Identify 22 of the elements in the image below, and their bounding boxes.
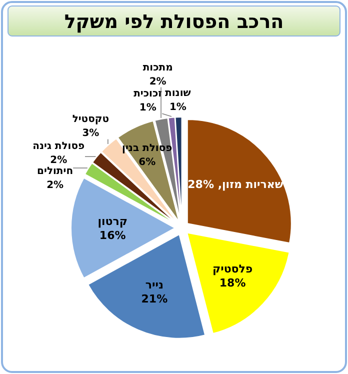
slice-label: זכוכית [134, 88, 162, 100]
slice-label: מתכות [142, 62, 173, 74]
slice-label: פלסטיק [212, 262, 253, 276]
slice-label: שאריות מזון [222, 178, 284, 191]
slice-label: טקסטיל [72, 114, 110, 126]
slice-label: נייר [145, 278, 164, 292]
data-label: 3% [82, 128, 100, 140]
slice-label: קרטון [98, 215, 128, 228]
slice-label: חיתולים [37, 166, 74, 177]
data-label: , 28% [188, 178, 222, 191]
slice-label: שונות [165, 88, 192, 100]
chart-title: הרכב הפסולת לפי משקל [64, 11, 284, 33]
data-label: 18% [219, 276, 246, 290]
data-label: 6% [138, 156, 156, 168]
data-label: 1% [169, 102, 186, 114]
data-label: 2% [50, 154, 68, 166]
data-label: 2% [149, 76, 166, 88]
data-label: 2% [46, 180, 64, 191]
slice-label: פסולת גינה [32, 140, 86, 152]
data-label: 21% [141, 292, 168, 306]
data-label: 16% [99, 229, 126, 242]
data-label: 1% [139, 102, 156, 114]
